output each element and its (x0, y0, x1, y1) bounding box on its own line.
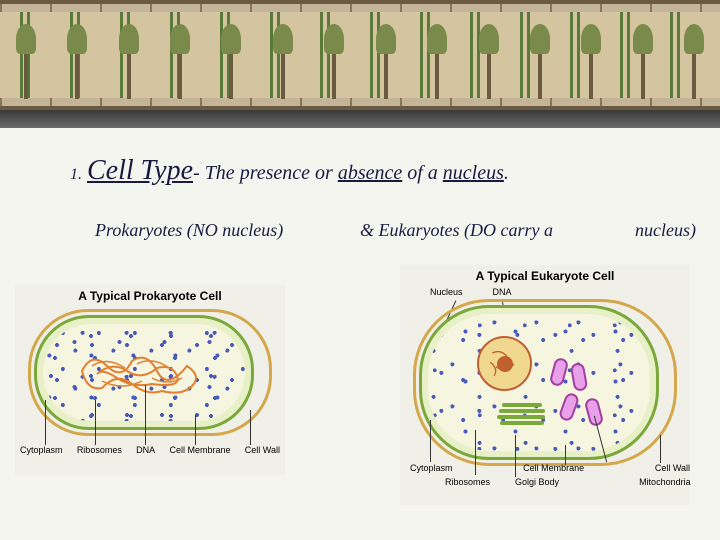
subheading-eukaryotes: & Eukaryotes (DO carry a (360, 220, 553, 241)
label-dna: DNA (493, 287, 512, 297)
heading-period: . (504, 162, 509, 184)
border-shadow (0, 110, 720, 128)
prokaryote-title: A Typical Prokaryote Cell (15, 285, 285, 307)
heading-nucleus: nucleus (443, 162, 504, 184)
heading-cell-type: Cell Type (87, 155, 193, 186)
label-cell-membrane: Cell Membrane (523, 463, 584, 473)
label-mitochondria: Mitochondria (639, 477, 691, 487)
leader-line (145, 385, 146, 445)
leader-line (95, 400, 96, 445)
label-dna: DNA (136, 445, 155, 455)
prok-cell-membrane (34, 315, 254, 430)
leader-line (565, 445, 566, 465)
label-cytoplasm: Cytoplasm (410, 463, 453, 473)
label-golgi: Golgi Body (515, 477, 559, 487)
prok-dna (77, 346, 207, 401)
heading-absence: absence (338, 162, 402, 184)
eukaryote-title: A Typical Eukaryote Cell (400, 265, 690, 287)
leader-line (250, 410, 251, 445)
eukaryote-bottom-labels-2: Ribosomes Golgi Body Mitochondria (445, 477, 691, 487)
label-cell-wall: Cell Wall (245, 445, 280, 455)
label-cell-membrane: Cell Membrane (169, 445, 230, 455)
eukaryote-bottom-labels-1: Cytoplasm Cell Membrane Cell Wall (410, 463, 690, 473)
euk-nucleus (477, 336, 532, 391)
prokaryote-labels: Cytoplasm Ribosomes DNA Cell Membrane Ce… (15, 445, 285, 455)
decorative-border (0, 0, 720, 110)
label-cell-wall: Cell Wall (655, 463, 690, 473)
label-cytoplasm: Cytoplasm (20, 445, 63, 455)
plant-motif-row (0, 19, 720, 99)
heading-text1: The presence or (205, 162, 333, 184)
heading-text2: of a (407, 162, 438, 184)
golgi-body (497, 403, 547, 433)
leader-line (195, 415, 196, 445)
label-ribosomes: Ribosomes (77, 445, 122, 455)
prokaryote-diagram: A Typical Prokaryote Cell Cytoplasm Ribo… (15, 285, 285, 475)
main-heading: 1. Cell Type- The presence or absence of… (70, 155, 509, 187)
leader-line (660, 435, 661, 463)
heading-number: 1. (70, 166, 82, 183)
euk-cell-membrane (419, 305, 659, 460)
euk-nucleus-dna (485, 344, 524, 383)
subheading-nucleus-cont: nucleus) (635, 220, 696, 241)
heading-dash: - (193, 162, 200, 184)
leader-line (430, 420, 431, 462)
label-nucleus: Nucleus (430, 287, 463, 297)
label-ribosomes: Ribosomes (445, 477, 490, 487)
eukaryote-top-labels: Nucleus DNA (430, 287, 512, 297)
leader-line (45, 400, 46, 445)
eukaryote-diagram: A Typical Eukaryote Cell Nucleus DNA (400, 265, 690, 505)
subheading-prokaryotes: Prokaryotes (NO nucleus) (95, 220, 283, 241)
